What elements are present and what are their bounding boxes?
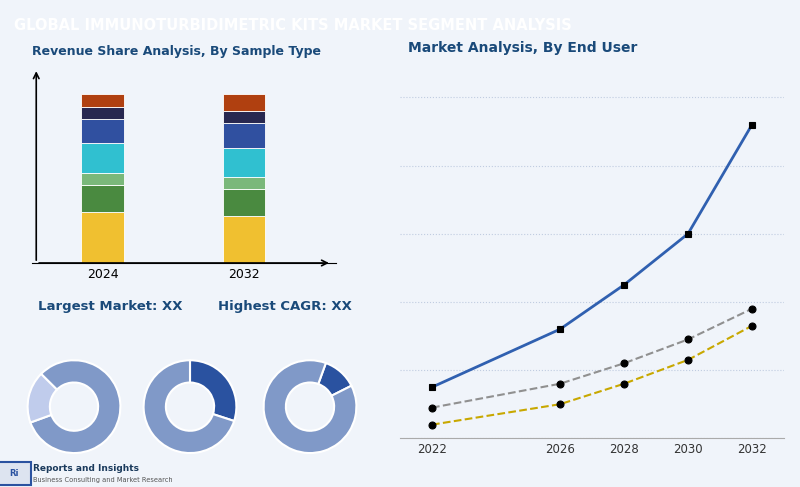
Bar — [82, 212, 124, 263]
Bar — [82, 94, 124, 107]
Bar — [82, 119, 124, 143]
Text: Revenue Share Analysis, By Sample Type: Revenue Share Analysis, By Sample Type — [32, 45, 321, 58]
Bar — [223, 111, 266, 123]
Text: GLOBAL IMMUNOTURBIDIMETRIC KITS MARKET SEGMENT ANALYSIS: GLOBAL IMMUNOTURBIDIMETRIC KITS MARKET S… — [14, 18, 572, 33]
Bar — [82, 107, 124, 119]
FancyBboxPatch shape — [0, 462, 30, 485]
Text: Ri: Ri — [10, 469, 19, 478]
Text: Largest Market: XX: Largest Market: XX — [38, 300, 183, 313]
Text: Reports and Insights: Reports and Insights — [33, 464, 138, 473]
Wedge shape — [144, 360, 234, 453]
Bar — [223, 188, 266, 216]
Wedge shape — [318, 363, 351, 396]
Text: Market Analysis, By End User: Market Analysis, By End User — [408, 41, 637, 55]
Bar — [82, 143, 124, 173]
Wedge shape — [30, 360, 120, 453]
Bar — [223, 94, 266, 111]
Bar — [223, 123, 266, 148]
Bar — [223, 148, 266, 177]
Wedge shape — [190, 360, 236, 421]
Text: Business Consulting and Market Research: Business Consulting and Market Research — [33, 477, 172, 483]
Bar — [82, 185, 124, 212]
Wedge shape — [264, 360, 356, 453]
Bar — [82, 173, 124, 185]
Bar — [223, 216, 266, 263]
Text: Highest CAGR: XX: Highest CAGR: XX — [218, 300, 352, 313]
Bar — [223, 177, 266, 188]
Wedge shape — [28, 374, 57, 423]
